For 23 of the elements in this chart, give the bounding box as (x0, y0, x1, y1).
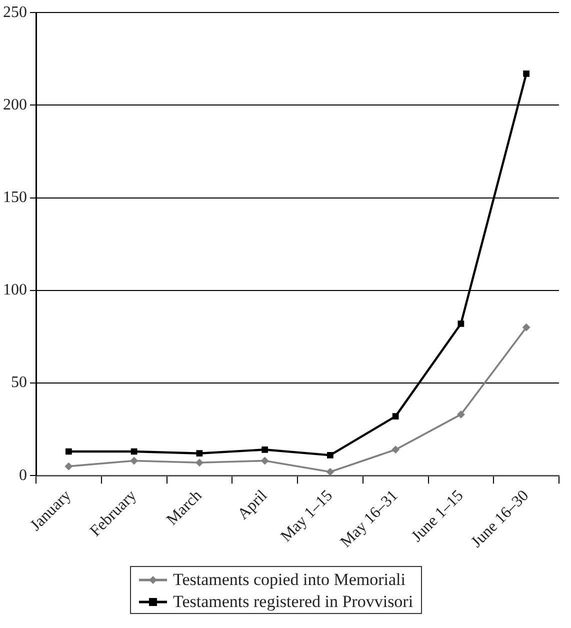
point (196, 450, 203, 457)
legend-label: Testaments copied into Memoriali (173, 570, 406, 590)
point (195, 458, 204, 467)
point (326, 468, 334, 476)
point (260, 456, 269, 465)
point (456, 410, 465, 418)
y-tick-label: 250 (3, 4, 27, 21)
point (66, 448, 72, 455)
point (327, 452, 334, 458)
y-tick-label: 200 (3, 96, 27, 114)
y-tick-label: 0 (19, 466, 27, 484)
point (392, 413, 399, 420)
y-tick-label: 150 (3, 188, 27, 206)
point (458, 320, 464, 327)
point (523, 70, 530, 77)
point (130, 456, 138, 465)
legend-label: Testaments registered in Provvisori (173, 592, 414, 612)
y-tick-label: 100 (3, 282, 27, 299)
point (392, 446, 400, 454)
point (522, 323, 530, 332)
y-tick-label: 50 (11, 374, 27, 392)
point (64, 462, 73, 470)
point (262, 446, 268, 453)
